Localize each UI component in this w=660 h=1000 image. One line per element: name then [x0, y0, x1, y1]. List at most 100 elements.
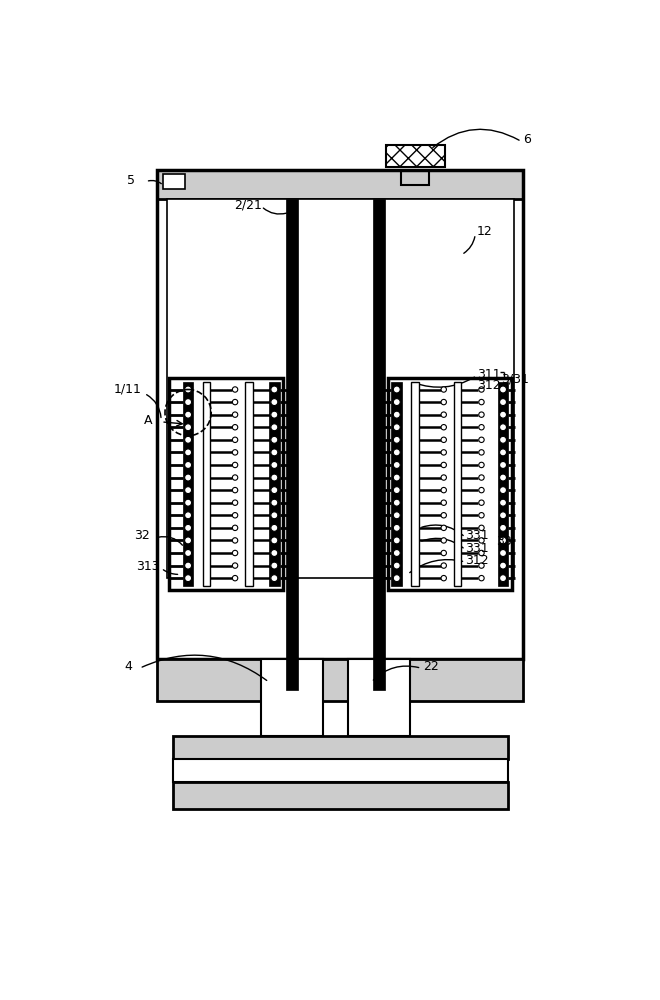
Circle shape: [270, 550, 275, 556]
Circle shape: [478, 425, 484, 430]
Circle shape: [270, 538, 275, 543]
Bar: [173, 736, 508, 759]
Circle shape: [441, 500, 446, 505]
Circle shape: [232, 487, 238, 493]
Circle shape: [232, 525, 238, 531]
Circle shape: [500, 461, 506, 468]
Circle shape: [270, 399, 275, 405]
Circle shape: [478, 538, 484, 543]
Circle shape: [185, 474, 191, 481]
Bar: [166, 199, 513, 578]
Circle shape: [185, 436, 191, 443]
Circle shape: [500, 499, 506, 506]
Circle shape: [271, 512, 278, 519]
Circle shape: [478, 513, 484, 518]
Circle shape: [393, 436, 400, 443]
Circle shape: [270, 437, 275, 443]
Text: 12: 12: [477, 225, 492, 238]
Circle shape: [500, 386, 506, 393]
Circle shape: [232, 437, 238, 443]
Text: 3/31: 3/31: [502, 373, 529, 386]
Text: 6: 6: [523, 133, 531, 146]
Circle shape: [232, 425, 238, 430]
Circle shape: [270, 563, 275, 568]
Circle shape: [441, 575, 446, 581]
Circle shape: [393, 474, 400, 481]
Bar: [164, 174, 185, 189]
Circle shape: [500, 449, 506, 456]
Circle shape: [185, 562, 191, 569]
Circle shape: [271, 424, 278, 431]
Circle shape: [271, 487, 278, 494]
Circle shape: [478, 550, 484, 556]
Circle shape: [270, 487, 275, 493]
Circle shape: [271, 399, 278, 406]
Bar: [157, 659, 523, 701]
Text: 311: 311: [477, 368, 500, 381]
Circle shape: [441, 450, 446, 455]
Circle shape: [270, 412, 275, 417]
Circle shape: [500, 411, 506, 418]
Circle shape: [500, 512, 506, 519]
Circle shape: [232, 450, 238, 455]
Circle shape: [500, 436, 506, 443]
Circle shape: [185, 424, 191, 431]
Text: 32: 32: [134, 529, 150, 542]
Text: 2/21: 2/21: [234, 198, 262, 211]
Circle shape: [500, 575, 506, 582]
Circle shape: [271, 537, 278, 544]
Circle shape: [270, 425, 275, 430]
Circle shape: [393, 449, 400, 456]
Circle shape: [232, 387, 238, 392]
Circle shape: [185, 487, 191, 494]
Circle shape: [500, 474, 506, 481]
Circle shape: [271, 449, 278, 456]
Circle shape: [441, 538, 446, 543]
Circle shape: [478, 563, 484, 568]
Text: 1/11: 1/11: [114, 383, 141, 396]
Circle shape: [441, 475, 446, 480]
Bar: [498, 382, 508, 586]
Circle shape: [271, 474, 278, 481]
Circle shape: [500, 399, 506, 406]
Circle shape: [185, 512, 191, 519]
Circle shape: [271, 436, 278, 443]
Bar: [173, 782, 508, 809]
Circle shape: [185, 499, 191, 506]
Circle shape: [478, 575, 484, 581]
Circle shape: [271, 550, 278, 556]
Circle shape: [393, 524, 400, 531]
Circle shape: [271, 575, 278, 582]
Text: 313: 313: [137, 560, 160, 573]
Circle shape: [393, 487, 400, 494]
Circle shape: [232, 500, 238, 505]
Circle shape: [232, 475, 238, 480]
Circle shape: [271, 524, 278, 531]
Circle shape: [271, 461, 278, 468]
Circle shape: [185, 411, 191, 418]
Circle shape: [441, 437, 446, 443]
Circle shape: [500, 424, 506, 431]
Bar: [401, 170, 429, 185]
Circle shape: [232, 575, 238, 581]
Bar: [245, 382, 253, 586]
Circle shape: [232, 399, 238, 405]
Circle shape: [441, 487, 446, 493]
Text: 331: 331: [465, 529, 489, 542]
Text: 312: 312: [465, 554, 489, 567]
Circle shape: [270, 387, 275, 392]
Circle shape: [232, 513, 238, 518]
Circle shape: [478, 437, 484, 443]
Bar: [261, 659, 323, 736]
Circle shape: [270, 462, 275, 468]
Circle shape: [185, 575, 191, 582]
Text: 312: 312: [477, 379, 500, 392]
Bar: [348, 659, 410, 736]
Circle shape: [393, 562, 400, 569]
Circle shape: [478, 487, 484, 493]
Bar: [388, 378, 512, 590]
Circle shape: [270, 513, 275, 518]
Circle shape: [441, 412, 446, 417]
Bar: [454, 382, 461, 586]
Circle shape: [393, 575, 400, 582]
